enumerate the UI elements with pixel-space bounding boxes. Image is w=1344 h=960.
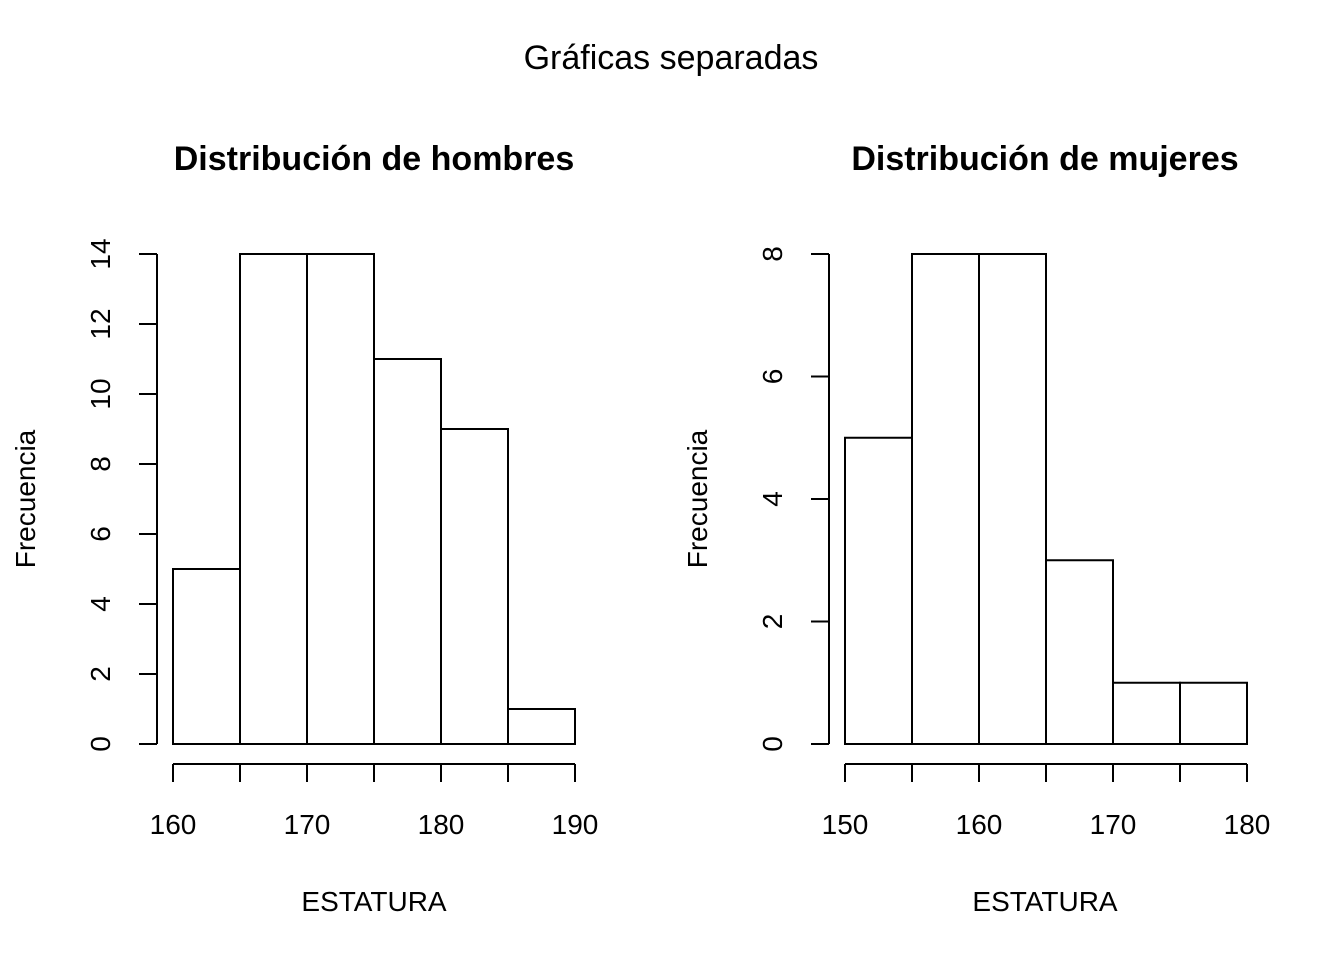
y-tick-label-women-2: 2 bbox=[757, 614, 788, 630]
x-tick-label-women-150: 150 bbox=[822, 809, 869, 840]
bar-women-175-180 bbox=[1179, 681, 1248, 745]
histogram-men: Distribución de hombres ESTATURA Frecuen… bbox=[10, 140, 598, 917]
y-tick-label-men-0: 0 bbox=[85, 736, 116, 752]
x-tick-label-women-170: 170 bbox=[1090, 809, 1137, 840]
x-axis-men: 160 170 180 190 bbox=[150, 763, 599, 840]
y-tick-label-men-14: 14 bbox=[85, 238, 116, 269]
bar-men-170-175 bbox=[306, 253, 375, 745]
bar-men-175-180 bbox=[373, 358, 442, 745]
histogram-women: Distribución de mujeres ESTATURA Frecuen… bbox=[682, 140, 1270, 917]
x-tick-label-men-180: 180 bbox=[418, 809, 465, 840]
chart-title-women: Distribución de mujeres bbox=[851, 140, 1238, 178]
y-tick-label-women-4: 4 bbox=[757, 491, 788, 507]
y-tick-label-men-10: 10 bbox=[85, 378, 116, 409]
figure-title: Gráficas separadas bbox=[524, 39, 819, 77]
y-tick-label-men-8: 8 bbox=[85, 456, 116, 472]
bar-women-170-175 bbox=[1112, 681, 1181, 745]
bar-men-180-185 bbox=[440, 428, 509, 745]
y-axis-label-men: Frecuencia bbox=[10, 429, 41, 568]
bar-women-165-170 bbox=[1045, 559, 1114, 745]
y-axis-label-women: Frecuencia bbox=[682, 429, 713, 568]
y-tick-label-women-6: 6 bbox=[757, 369, 788, 385]
y-axis-men: 0 2 4 6 8 10 12 14 bbox=[85, 238, 158, 752]
x-tick-label-women-180: 180 bbox=[1224, 809, 1271, 840]
y-tick-label-men-12: 12 bbox=[85, 308, 116, 339]
y-tick-label-men-6: 6 bbox=[85, 526, 116, 542]
bar-men-160-165 bbox=[172, 568, 241, 745]
bar-women-160-165 bbox=[978, 253, 1047, 745]
y-axis-women: 0 2 4 6 8 bbox=[757, 246, 830, 752]
y-tick-label-women-8: 8 bbox=[757, 246, 788, 262]
x-tick-label-women-160: 160 bbox=[956, 809, 1003, 840]
bars-women bbox=[844, 253, 1248, 745]
x-axis-label-women: ESTATURA bbox=[972, 886, 1118, 917]
bar-men-165-170 bbox=[239, 253, 308, 745]
y-tick-label-men-2: 2 bbox=[85, 666, 116, 682]
y-tick-label-women-0: 0 bbox=[757, 736, 788, 752]
y-tick-label-men-4: 4 bbox=[85, 596, 116, 612]
x-axis-women: 150 160 170 180 bbox=[822, 763, 1271, 840]
x-tick-label-men-190: 190 bbox=[552, 809, 599, 840]
x-axis-label-men: ESTATURA bbox=[301, 886, 447, 917]
x-tick-label-men-160: 160 bbox=[150, 809, 197, 840]
bar-women-155-160 bbox=[911, 253, 980, 745]
chart-title-men: Distribución de hombres bbox=[174, 140, 575, 178]
bar-men-185-190 bbox=[507, 708, 576, 745]
x-tick-label-men-170: 170 bbox=[284, 809, 331, 840]
bar-women-150-155 bbox=[844, 436, 913, 745]
bars-men bbox=[172, 253, 576, 745]
